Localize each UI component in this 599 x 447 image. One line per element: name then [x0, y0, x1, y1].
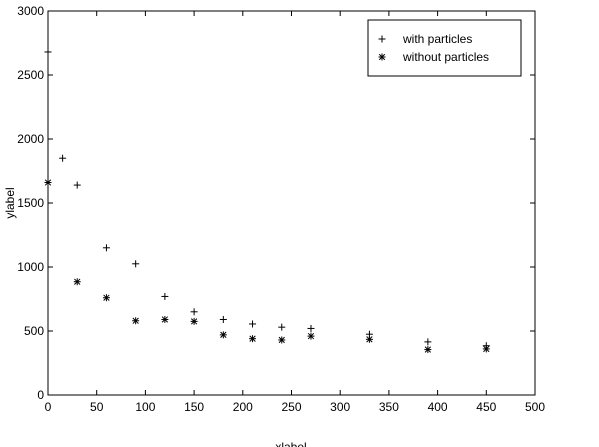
series-without-particles [44, 179, 490, 354]
data-point [190, 317, 198, 325]
x-tick-label: 300 [330, 400, 350, 414]
x-tick-label: 50 [90, 400, 104, 414]
x-axis-label: xlabel [275, 440, 306, 447]
y-tick-label: 1000 [17, 260, 44, 274]
legend-symbol [378, 35, 386, 43]
data-point [249, 335, 257, 343]
y-tick-label: 500 [24, 324, 44, 338]
data-point [307, 324, 315, 332]
x-tick-label: 150 [184, 400, 204, 414]
data-point [365, 335, 373, 343]
y-axis-label: ylabel [3, 187, 17, 218]
data-point [102, 244, 110, 252]
y-tick-label: 3000 [17, 4, 44, 18]
legend-label-without-particles: without particles [402, 50, 489, 64]
data-point [73, 181, 81, 189]
data-point [278, 336, 286, 344]
legend-box [367, 19, 522, 77]
data-point [132, 317, 140, 325]
legend-marker-without-particles [378, 53, 386, 61]
x-tick-label: 250 [281, 400, 301, 414]
y-tick-label: 1500 [17, 196, 44, 210]
data-point [161, 315, 169, 323]
data-point [102, 294, 110, 302]
data-point [278, 323, 286, 331]
y-axis: 0 500 1000 1500 2000 2500 3000 [17, 4, 535, 402]
data-point [424, 346, 432, 354]
x-tick-label: 350 [379, 400, 399, 414]
legend: with particles without particles [367, 19, 522, 77]
data-point [219, 331, 227, 339]
legend-symbol [378, 53, 386, 61]
data-point [132, 260, 140, 268]
x-tick-label: 200 [233, 400, 253, 414]
y-tick-label: 2500 [17, 68, 44, 82]
data-point [59, 154, 67, 162]
data-point [219, 315, 227, 323]
x-tick-label: 500 [525, 400, 545, 414]
data-point [424, 338, 432, 346]
series-with-particles [44, 48, 490, 350]
data-point [482, 345, 490, 353]
x-tick-label: 0 [45, 400, 52, 414]
x-tick-label: 450 [476, 400, 496, 414]
y-tick-label: 2000 [17, 132, 44, 146]
y-tick-label: 0 [37, 388, 44, 402]
data-point [307, 332, 315, 340]
data-point [249, 320, 257, 328]
x-axis: 0 50 100 150 200 250 300 350 400 450 500 [45, 11, 545, 414]
data-point [44, 48, 52, 56]
data-point [161, 292, 169, 300]
x-tick-label: 400 [428, 400, 448, 414]
data-point [190, 308, 198, 316]
data-point [73, 278, 81, 286]
legend-marker-with-particles [378, 35, 386, 43]
legend-label-with-particles: with particles [402, 32, 472, 46]
x-tick-label: 100 [135, 400, 155, 414]
data-series [44, 48, 490, 354]
data-point [44, 179, 52, 187]
